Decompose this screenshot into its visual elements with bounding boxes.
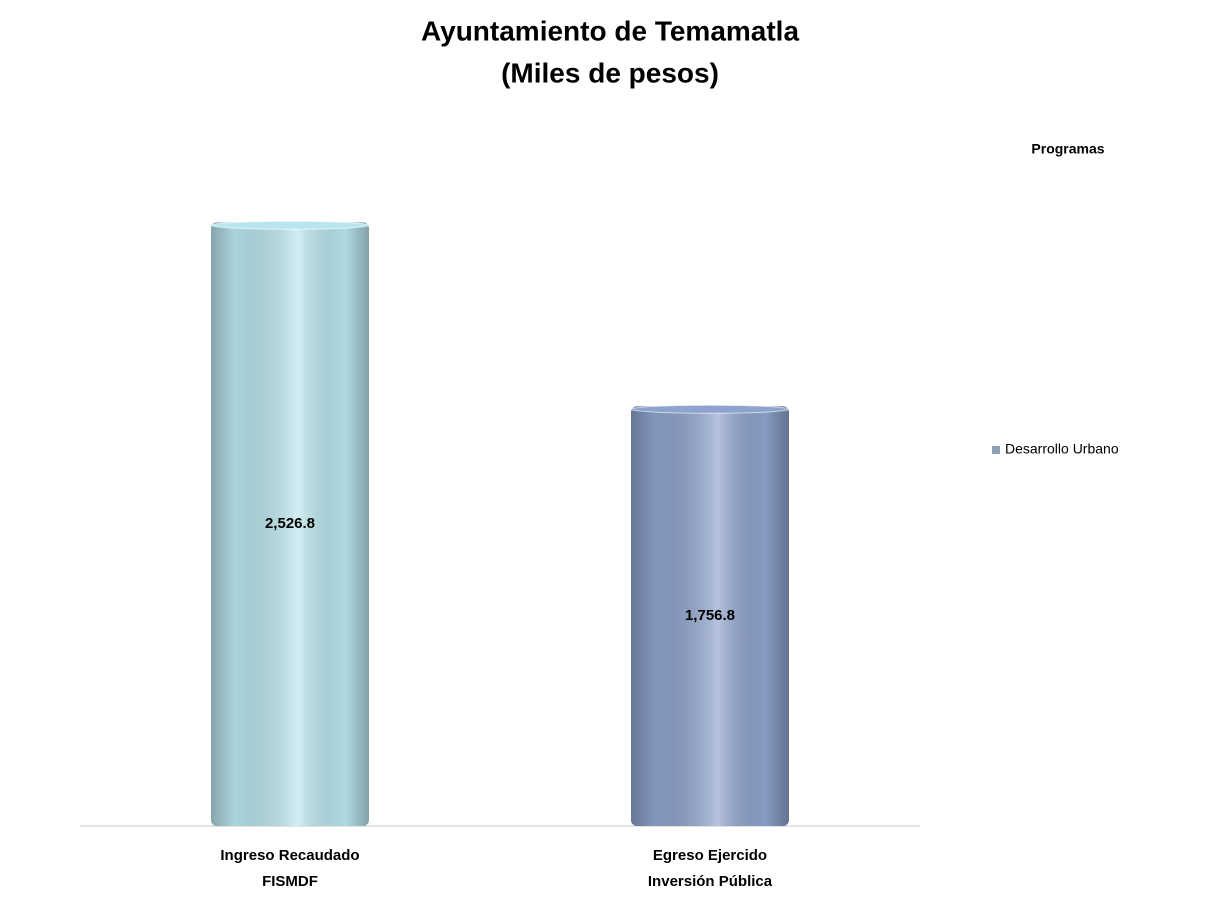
- bar-shading: [211, 222, 369, 827]
- bar-cap: [210, 220, 370, 230]
- chart-subtitle: (Miles de pesos): [501, 57, 719, 88]
- chart-title: Ayuntamiento de Temamatla: [421, 15, 800, 46]
- x-tick-label: Inversión Pública: [648, 873, 773, 890]
- bar-cap: [630, 404, 790, 414]
- data-label: 1,756.8: [685, 607, 735, 624]
- legend-label: Desarrollo Urbano: [1005, 441, 1119, 457]
- legend-title: Programas: [1031, 141, 1104, 157]
- x-tick-label: Egreso Ejercido: [653, 847, 767, 864]
- x-tick-label: FISMDF: [262, 873, 318, 890]
- bar-shading: [631, 406, 789, 826]
- data-label: 2,526.8: [265, 515, 315, 532]
- x-tick-label: Ingreso Recaudado: [220, 847, 359, 864]
- legend-swatch: [992, 446, 1000, 454]
